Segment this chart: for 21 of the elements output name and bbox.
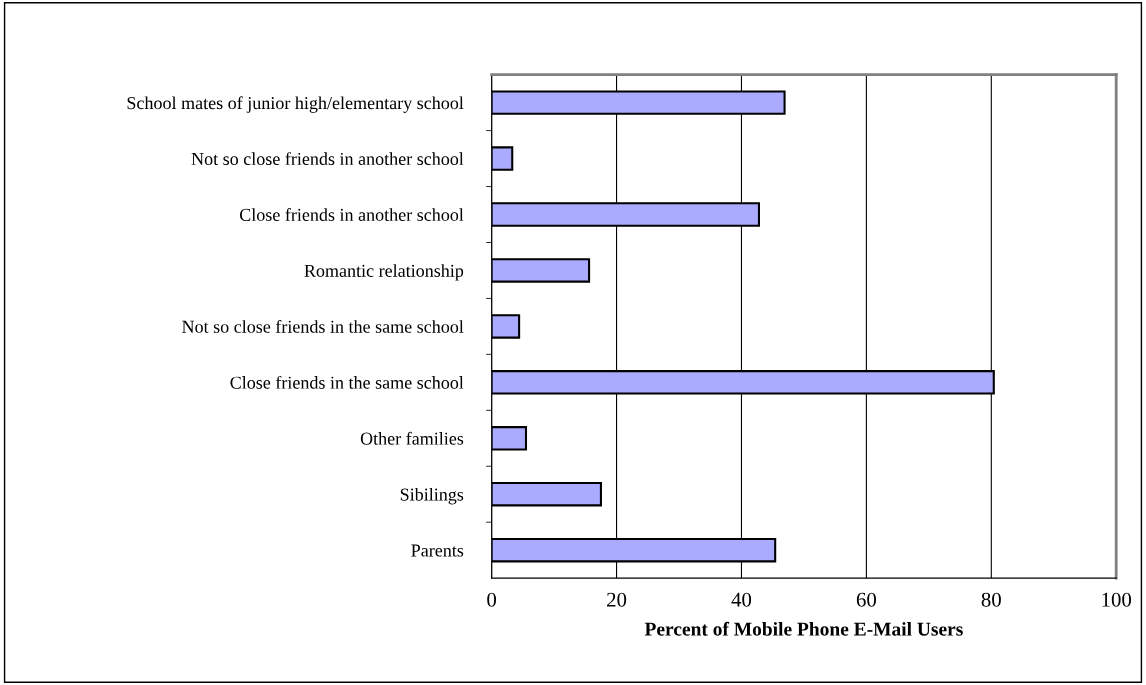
y-tick-label: Close friends in the same school (230, 375, 464, 389)
x-tick-label: 80 (981, 592, 1001, 607)
x-axis-title: Percent of Mobile Phone E-Mail Users (644, 621, 963, 636)
y-tick-label: Close friends in another school (239, 208, 464, 221)
bar (491, 482, 602, 507)
bar (491, 146, 514, 171)
bar (491, 258, 591, 283)
y-tick-label: Other families (360, 431, 464, 445)
x-tick-label: 40 (731, 592, 752, 607)
y-tick-label: Parents (411, 544, 464, 557)
bar (491, 426, 528, 451)
x-tick-label: 100 (1102, 592, 1132, 607)
x-tick-label: 60 (856, 592, 876, 607)
bar (491, 314, 521, 339)
y-tick-label: Not so close friends in the same school (182, 319, 464, 333)
x-tick-label: 0 (487, 592, 497, 607)
x-tick-label: 20 (607, 592, 627, 607)
y-tick-label: Sibilings (400, 487, 464, 505)
y-tick-label: Romantic relationship (304, 264, 464, 281)
y-tick-label: Not so close friends in another school (191, 152, 464, 166)
y-tick-label: School mates of junior high/elementary school (127, 96, 464, 113)
